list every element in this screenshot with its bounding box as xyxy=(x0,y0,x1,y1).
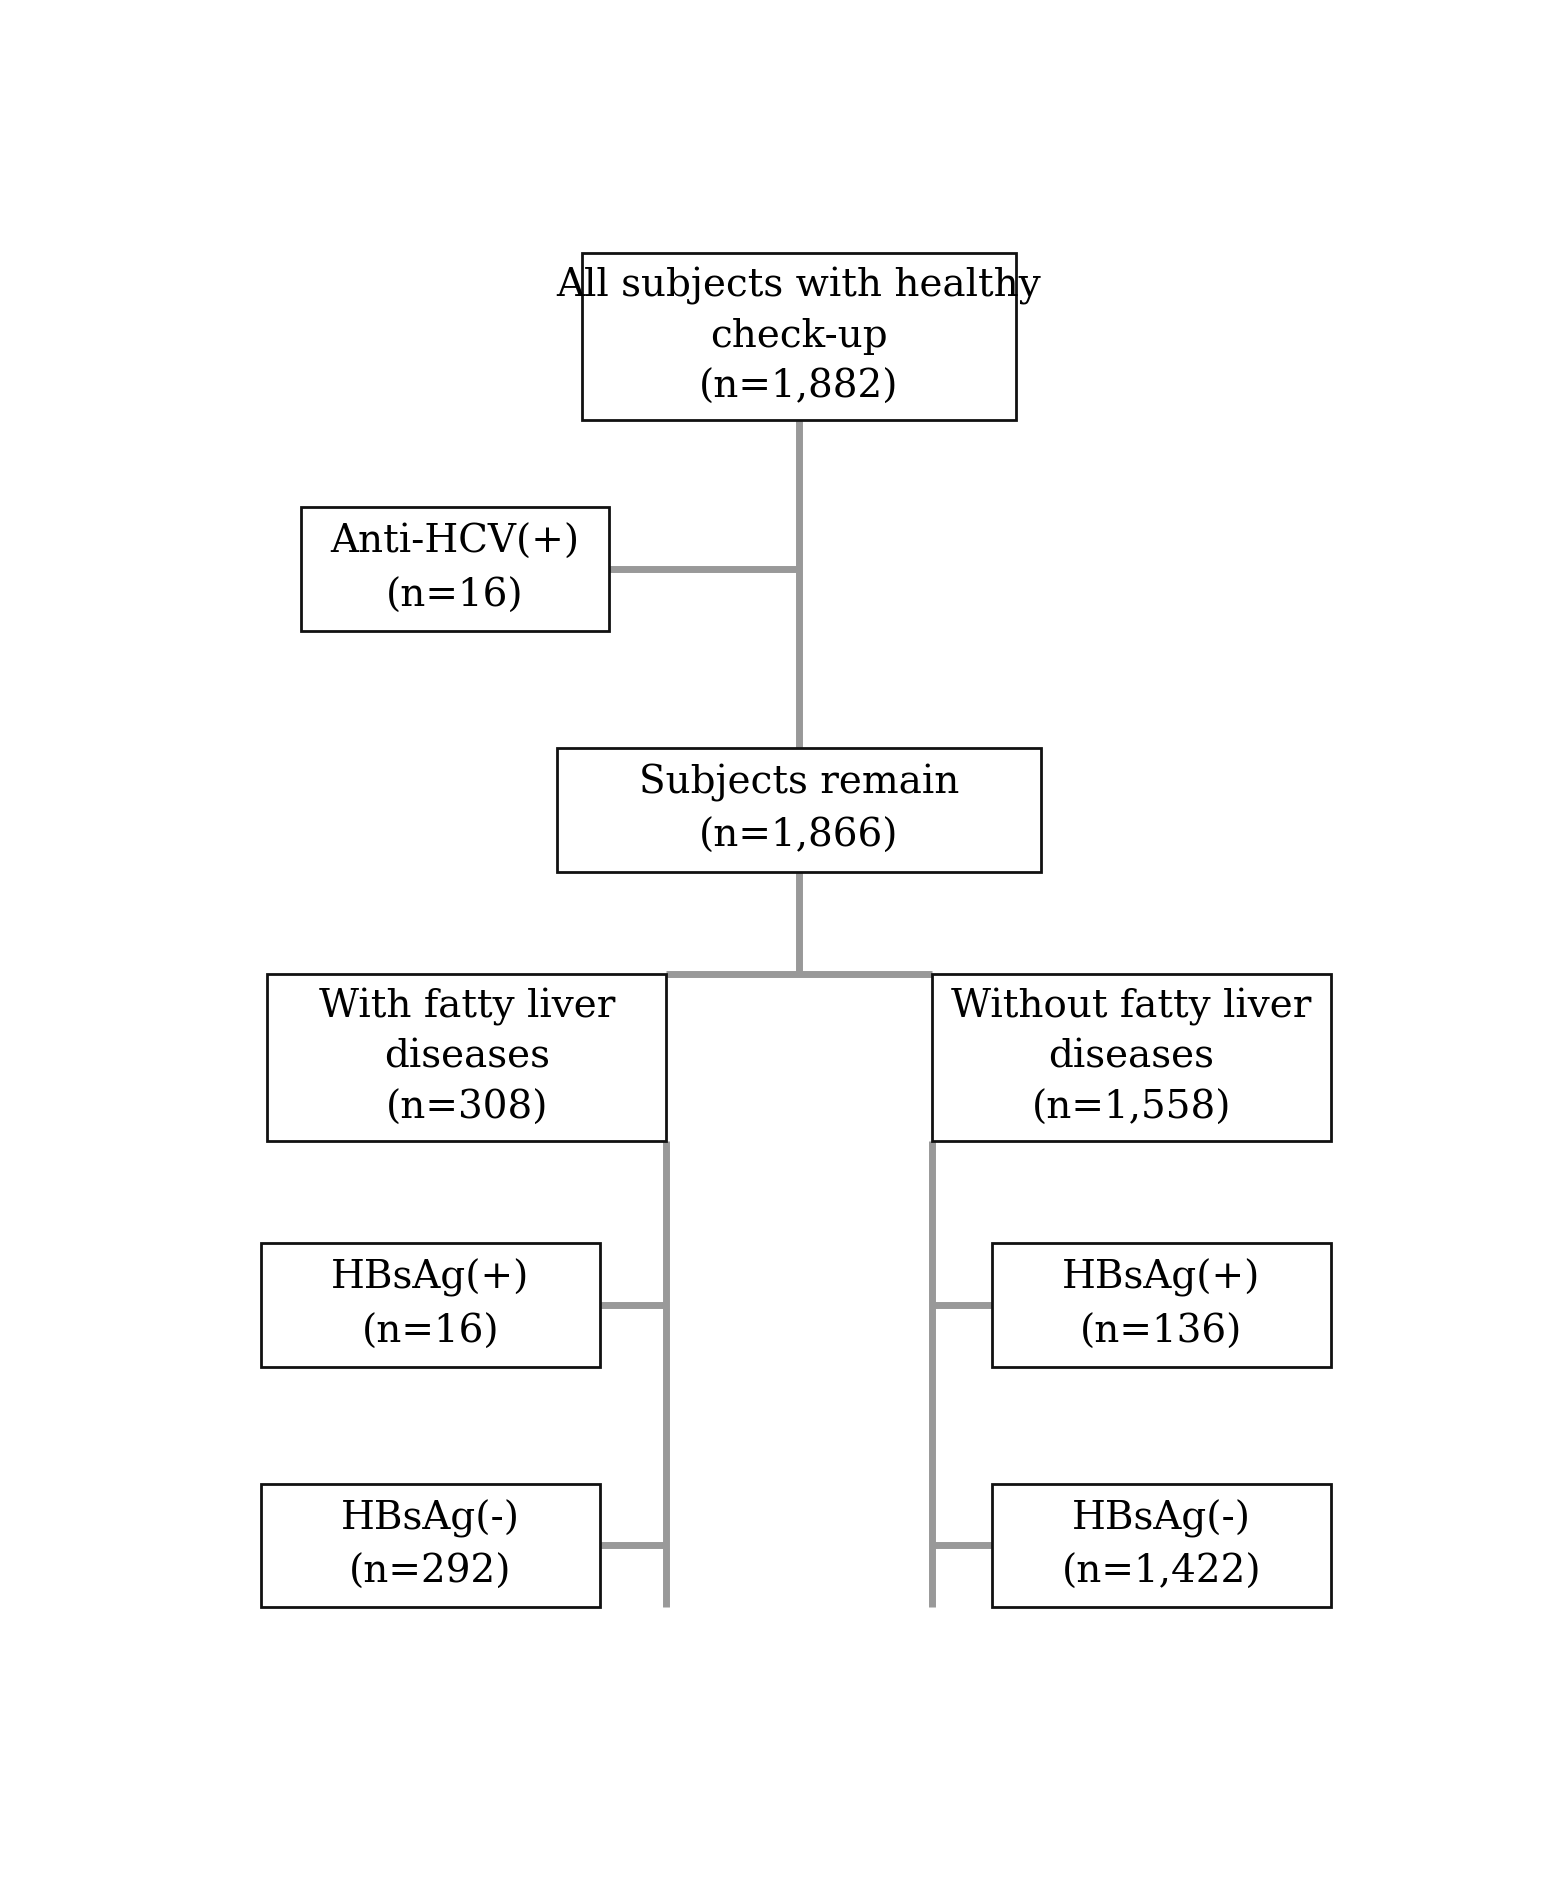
Text: HBsAg(+): HBsAg(+) xyxy=(1062,1258,1261,1298)
Text: With fatty liver: With fatty liver xyxy=(318,988,614,1025)
Text: (n=1,882): (n=1,882) xyxy=(700,369,898,405)
Text: check-up: check-up xyxy=(711,318,887,356)
Text: All subjects with healthy: All subjects with healthy xyxy=(557,267,1041,305)
FancyBboxPatch shape xyxy=(932,974,1331,1141)
Text: (n=292): (n=292) xyxy=(349,1553,511,1591)
Text: (n=308): (n=308) xyxy=(385,1090,547,1128)
Text: HBsAg(-): HBsAg(-) xyxy=(341,1498,521,1538)
Text: (n=136): (n=136) xyxy=(1080,1313,1243,1351)
Text: (n=1,558): (n=1,558) xyxy=(1032,1090,1232,1128)
Text: Without fatty liver: Without fatty liver xyxy=(951,988,1311,1025)
Text: diseases: diseases xyxy=(384,1039,550,1077)
Text: HBsAg(-): HBsAg(-) xyxy=(1073,1498,1250,1538)
Text: (n=1,866): (n=1,866) xyxy=(700,817,898,855)
Text: (n=16): (n=16) xyxy=(362,1313,499,1351)
FancyBboxPatch shape xyxy=(993,1243,1331,1368)
Text: (n=16): (n=16) xyxy=(385,577,524,615)
Text: Anti-HCV(+): Anti-HCV(+) xyxy=(331,524,580,560)
FancyBboxPatch shape xyxy=(301,507,608,632)
FancyBboxPatch shape xyxy=(262,1243,600,1368)
Text: (n=1,422): (n=1,422) xyxy=(1062,1553,1261,1591)
Text: HBsAg(+): HBsAg(+) xyxy=(332,1258,530,1298)
Text: diseases: diseases xyxy=(1048,1039,1214,1077)
FancyBboxPatch shape xyxy=(558,747,1041,872)
FancyBboxPatch shape xyxy=(993,1483,1331,1608)
FancyBboxPatch shape xyxy=(582,252,1016,420)
FancyBboxPatch shape xyxy=(262,1483,600,1608)
FancyBboxPatch shape xyxy=(268,974,666,1141)
Text: Subjects remain: Subjects remain xyxy=(639,764,959,802)
